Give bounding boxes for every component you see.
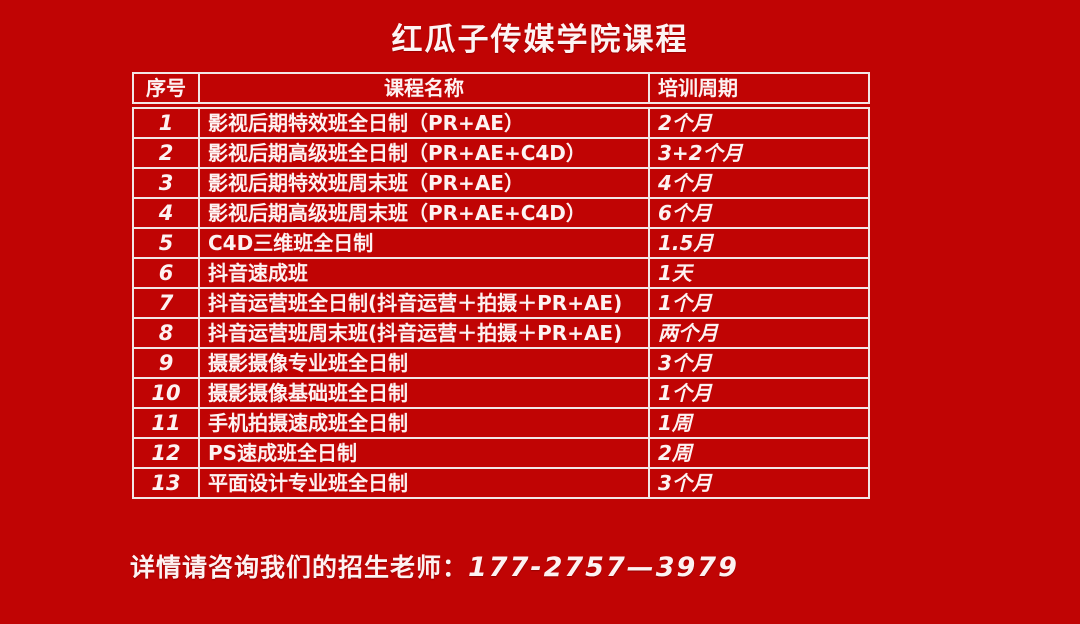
- training-period: 2个月: [648, 104, 870, 139]
- training-period: 1个月: [648, 287, 870, 319]
- table-row: 4 影视后期高级班周末班（PR+AE+C4D） 6个月: [132, 197, 870, 229]
- course-name: 摄影摄像专业班全日制: [198, 347, 650, 379]
- course-name: 抖音运营班全日制(抖音运营＋拍摄＋PR+AE): [198, 287, 650, 319]
- training-period: 两个月: [648, 317, 870, 349]
- table-row: 10 摄影摄像基础班全日制 1个月: [132, 377, 870, 409]
- course-name: 影视后期特效班全日制（PR+AE）: [198, 104, 650, 139]
- course-table: 序号 课程名称 培训周期 1 影视后期特效班全日制（PR+AE） 2个月 2 影视后期高…: [132, 72, 870, 499]
- page-title: 红瓜子传媒学院课程: [391, 22, 689, 58]
- table-row: 5 C4D三维班全日制 1.5月: [132, 227, 870, 259]
- training-period: 1.5月: [648, 227, 870, 259]
- course-name: 抖音速成班: [198, 257, 650, 289]
- training-period: 3个月: [648, 467, 870, 499]
- course-name: C4D三维班全日制: [198, 227, 650, 259]
- course-name: 影视后期高级班周末班（PR+AE+C4D）: [198, 197, 650, 229]
- course-name: 平面设计专业班全日制: [198, 467, 650, 499]
- training-period: 1个月: [648, 377, 870, 409]
- training-period: 3+2个月: [648, 137, 870, 169]
- row-index: 5: [132, 227, 200, 259]
- table-row: 2 影视后期高级班全日制（PR+AE+C4D） 3+2个月: [132, 137, 870, 169]
- row-index: 7: [132, 287, 200, 319]
- course-name: 影视后期高级班全日制（PR+AE+C4D）: [198, 137, 650, 169]
- course-table-header: 序号 课程名称 培训周期: [132, 72, 870, 109]
- header-training-period: 培训周期: [648, 72, 870, 109]
- table-row: 6 抖音速成班 1天: [132, 257, 870, 289]
- table-row: 7 抖音运营班全日制(抖音运营＋拍摄＋PR+AE) 1个月: [132, 287, 870, 319]
- row-index: 1: [132, 104, 200, 139]
- table-row: 9 摄影摄像专业班全日制 3个月: [132, 347, 870, 379]
- row-index: 9: [132, 347, 200, 379]
- training-period: 1周: [648, 407, 870, 439]
- row-index: 4: [132, 197, 200, 229]
- row-index: 11: [132, 407, 200, 439]
- course-name: 抖音运营班周末班(抖音运营＋拍摄＋PR+AE): [198, 317, 650, 349]
- row-index: 2: [132, 137, 200, 169]
- training-period: 2周: [648, 437, 870, 469]
- training-period: 6个月: [648, 197, 870, 229]
- course-name: 手机拍摄速成班全日制: [198, 407, 650, 439]
- row-index: 10: [132, 377, 200, 409]
- table-row: 13 平面设计专业班全日制 3个月: [132, 467, 870, 499]
- row-index: 6: [132, 257, 200, 289]
- header-course-name: 课程名称: [198, 72, 650, 109]
- training-period: 3个月: [648, 347, 870, 379]
- row-index: 12: [132, 437, 200, 469]
- table-row: 12 PS速成班全日制 2周: [132, 437, 870, 469]
- course-name: PS速成班全日制: [198, 437, 650, 469]
- table-row: 11 手机拍摄速成班全日制 1周: [132, 407, 870, 439]
- course-name: 摄影摄像基础班全日制: [198, 377, 650, 409]
- table-row: 3 影视后期特效班周末班（PR+AE） 4个月: [132, 167, 870, 199]
- row-index: 8: [132, 317, 200, 349]
- row-index: 3: [132, 167, 200, 199]
- training-period: 4个月: [648, 167, 870, 199]
- contact-phone: 177-2757—3979: [468, 552, 739, 583]
- contact-label: 详情请咨询我们的招生老师：: [130, 553, 469, 582]
- course-name: 影视后期特效班周末班（PR+AE）: [198, 167, 650, 199]
- table-row: 1 影视后期特效班全日制（PR+AE） 2个月: [132, 104, 870, 139]
- training-period: 1天: [648, 257, 870, 289]
- course-table-body: 1 影视后期特效班全日制（PR+AE） 2个月 2 影视后期高级班全日制（PR+AE+C…: [132, 104, 870, 499]
- contact-line: 详情请咨询我们的招生老师：177-2757—3979: [130, 548, 739, 584]
- table-row: 8 抖音运营班周末班(抖音运营＋拍摄＋PR+AE) 两个月: [132, 317, 870, 349]
- header-index: 序号: [132, 72, 200, 109]
- row-index: 13: [132, 467, 200, 499]
